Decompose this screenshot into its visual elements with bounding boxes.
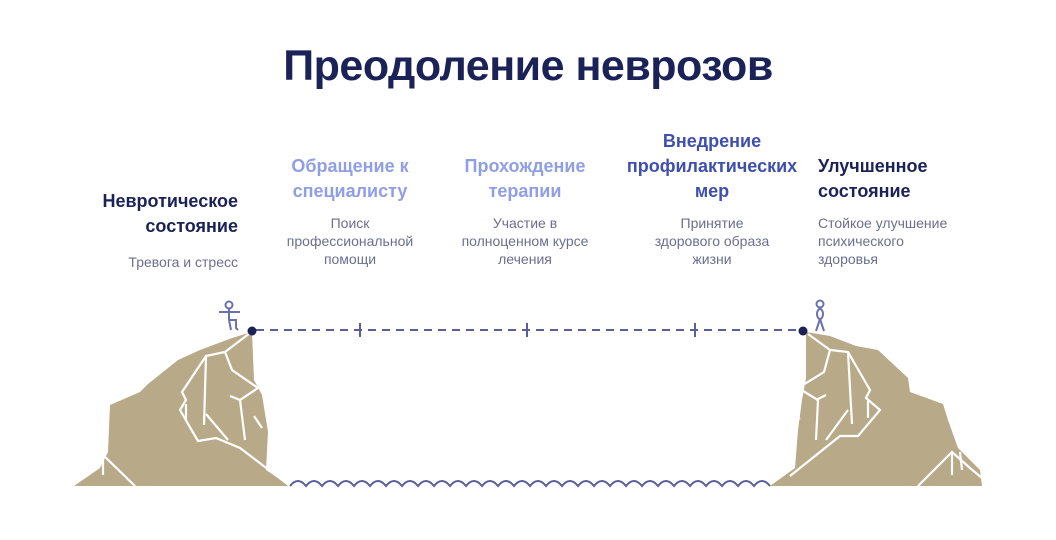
step-therapy: Прохождение терапии Участие в полноценном … [430,154,620,268]
step-description: Стойкое улучшение [818,215,948,231]
step-description: здоровья [818,251,878,267]
step-heading: профилактических [626,156,798,176]
step-heading: специалисту [292,181,408,201]
step-neurotic-state: Невротическое состояние Тревога и стресс [48,189,238,271]
step-heading: Внедрение [662,131,762,151]
step-heading: состояние [818,181,911,201]
step-description: Тревога и стресс [128,254,238,270]
water-waves [289,480,771,488]
step-heading: Обращение к [291,156,409,176]
person-balancing-icon [219,300,240,331]
page-title: Преодоление неврозов [283,42,773,90]
step-description: психического [818,233,904,249]
step-description: Участие в [492,215,558,231]
step-description: Принятие [680,215,744,231]
step-improved-state: Улучшенное состояние Стойкое улучшение пси… [818,154,1008,268]
step-heading: терапии [488,181,562,201]
step-heading: состояние [145,216,238,236]
step-description: жизни [692,251,732,267]
rope-anchor-right [798,326,808,336]
step-heading: Невротическое [102,191,238,211]
cliff-right [770,332,983,487]
step-description: лечения [498,251,552,267]
step-consult-specialist: Обращение к специалисту Поиск профессионал… [255,154,445,268]
step-heading: Прохождение [464,156,586,176]
step-description: Поиск [330,215,370,231]
step-description: полноценном курсе [461,233,589,249]
step-heading: мер [694,181,730,201]
step-description: помощи [323,251,377,267]
rope [256,323,802,337]
person-standing-icon [815,299,825,332]
step-prevention: Внедрение профилактических мер Принятие здо… [617,129,807,268]
cliff-left [74,332,291,487]
step-description: здорового образа [654,233,770,249]
step-description: профессиональной [286,233,414,249]
step-heading: Улучшенное [818,156,928,176]
rope-anchor-left [247,326,257,336]
